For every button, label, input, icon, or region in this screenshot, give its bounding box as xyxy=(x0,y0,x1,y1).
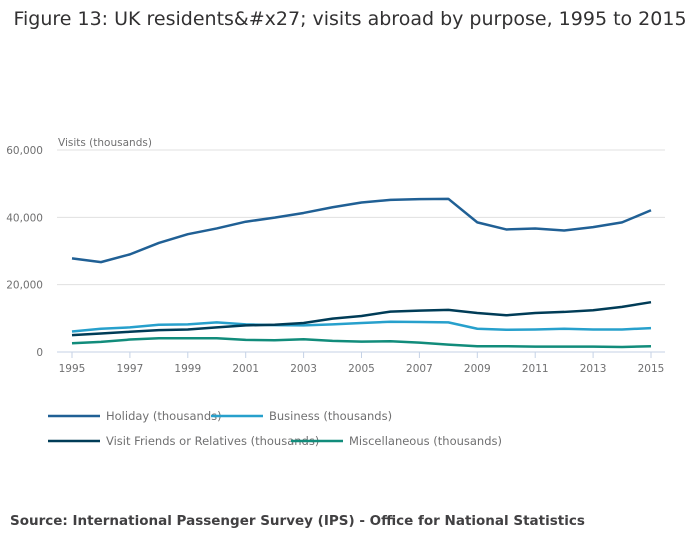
y-tick-label: 0 xyxy=(36,347,43,359)
legend-label-2: Visit Friends or Relatives (thousands) xyxy=(106,434,319,448)
x-tick-label: 1995 xyxy=(59,363,86,375)
y-tick-label: 40,000 xyxy=(6,212,43,224)
x-tick-label: 2003 xyxy=(290,363,317,375)
chart-title: Figure 13: UK residents&#x27; visits abr… xyxy=(13,8,687,30)
legend-label-0: Holiday (thousands) xyxy=(106,409,222,423)
series-line-3 xyxy=(71,336,652,349)
legend-label-3: Miscellaneous (thousands) xyxy=(349,434,502,448)
series-line-1 xyxy=(71,320,652,333)
x-tick-label: 1997 xyxy=(117,363,144,375)
legend-label-1: Business (thousands) xyxy=(269,409,392,423)
source-note: Source: International Passenger Survey (… xyxy=(10,513,585,529)
x-tick-label: 2011 xyxy=(522,363,549,375)
x-tick-label: 2015 xyxy=(638,363,665,375)
x-tick-label: 2009 xyxy=(464,363,491,375)
x-tick-label: 2013 xyxy=(580,363,607,375)
series-line-0 xyxy=(71,197,652,264)
y-axis-label: Visits (thousands) xyxy=(58,137,152,149)
x-tick-label: 1999 xyxy=(174,363,201,375)
series-line-2 xyxy=(71,300,652,337)
y-tick-label: 60,000 xyxy=(6,145,43,157)
x-tick-label: 2007 xyxy=(406,363,433,375)
x-tick-label: 2001 xyxy=(232,363,259,375)
y-tick-label: 20,000 xyxy=(6,280,43,292)
x-tick-label: 2005 xyxy=(348,363,375,375)
